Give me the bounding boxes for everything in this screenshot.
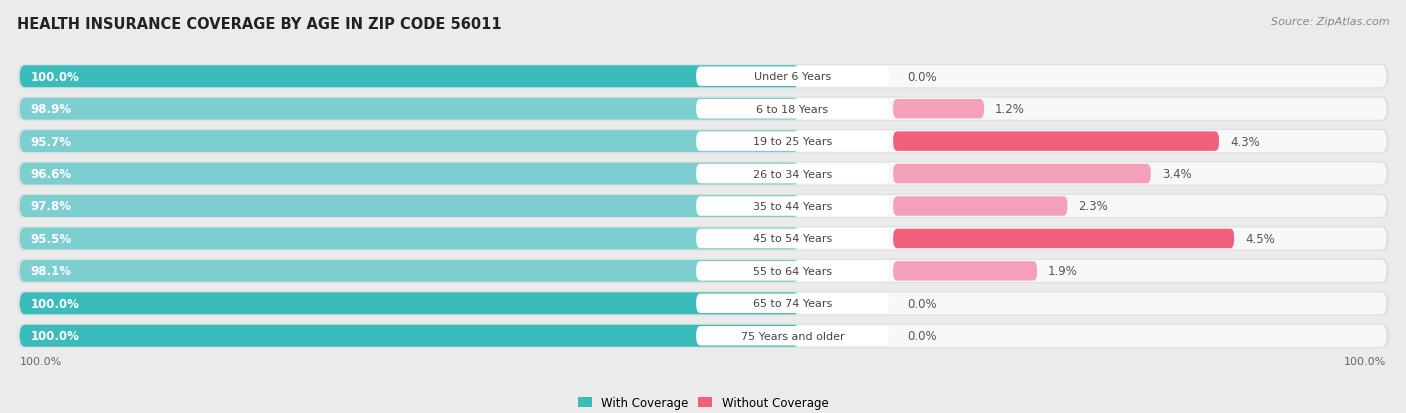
- FancyBboxPatch shape: [20, 131, 1386, 153]
- Text: 98.9%: 98.9%: [31, 103, 72, 116]
- Text: Under 6 Years: Under 6 Years: [754, 72, 831, 82]
- Text: 100.0%: 100.0%: [31, 330, 80, 342]
- Text: 100.0%: 100.0%: [20, 356, 62, 366]
- Text: 100.0%: 100.0%: [31, 297, 80, 310]
- FancyBboxPatch shape: [20, 228, 1386, 250]
- Text: 65 to 74 Years: 65 to 74 Years: [754, 299, 832, 309]
- FancyBboxPatch shape: [20, 292, 1386, 315]
- Text: 26 to 34 Years: 26 to 34 Years: [754, 169, 832, 179]
- FancyBboxPatch shape: [20, 260, 800, 282]
- Text: 98.1%: 98.1%: [31, 265, 72, 278]
- Text: 4.5%: 4.5%: [1246, 233, 1275, 245]
- FancyBboxPatch shape: [696, 326, 889, 346]
- FancyBboxPatch shape: [17, 324, 1389, 348]
- FancyBboxPatch shape: [893, 100, 984, 119]
- FancyBboxPatch shape: [17, 227, 1389, 251]
- FancyBboxPatch shape: [17, 291, 1389, 316]
- Text: 4.3%: 4.3%: [1230, 135, 1260, 148]
- Text: 55 to 64 Years: 55 to 64 Years: [754, 266, 832, 276]
- FancyBboxPatch shape: [696, 100, 889, 119]
- FancyBboxPatch shape: [20, 260, 1386, 282]
- FancyBboxPatch shape: [17, 97, 1389, 122]
- FancyBboxPatch shape: [20, 98, 800, 121]
- Text: 96.6%: 96.6%: [31, 168, 72, 180]
- Text: 1.9%: 1.9%: [1047, 265, 1078, 278]
- FancyBboxPatch shape: [893, 132, 1219, 152]
- FancyBboxPatch shape: [17, 162, 1389, 186]
- FancyBboxPatch shape: [17, 65, 1389, 89]
- Text: 100.0%: 100.0%: [1344, 356, 1386, 366]
- Text: 19 to 25 Years: 19 to 25 Years: [754, 137, 832, 147]
- FancyBboxPatch shape: [20, 131, 800, 153]
- FancyBboxPatch shape: [20, 66, 1386, 88]
- Text: 3.4%: 3.4%: [1161, 168, 1191, 180]
- Text: 6 to 18 Years: 6 to 18 Years: [756, 104, 828, 114]
- FancyBboxPatch shape: [893, 261, 1038, 281]
- Text: 1.2%: 1.2%: [995, 103, 1025, 116]
- FancyBboxPatch shape: [20, 228, 800, 250]
- Text: Source: ZipAtlas.com: Source: ZipAtlas.com: [1271, 17, 1389, 26]
- FancyBboxPatch shape: [696, 197, 889, 216]
- FancyBboxPatch shape: [20, 195, 1386, 218]
- FancyBboxPatch shape: [20, 66, 800, 88]
- FancyBboxPatch shape: [696, 294, 889, 313]
- FancyBboxPatch shape: [17, 259, 1389, 283]
- Text: 95.5%: 95.5%: [31, 233, 72, 245]
- Text: 97.8%: 97.8%: [31, 200, 72, 213]
- Text: 0.0%: 0.0%: [907, 71, 936, 83]
- FancyBboxPatch shape: [696, 229, 889, 249]
- FancyBboxPatch shape: [17, 194, 1389, 219]
- FancyBboxPatch shape: [20, 163, 1386, 185]
- FancyBboxPatch shape: [20, 325, 1386, 347]
- FancyBboxPatch shape: [696, 132, 889, 152]
- FancyBboxPatch shape: [696, 164, 889, 184]
- FancyBboxPatch shape: [893, 197, 1067, 216]
- FancyBboxPatch shape: [20, 163, 800, 185]
- Text: 95.7%: 95.7%: [31, 135, 72, 148]
- FancyBboxPatch shape: [20, 98, 1386, 121]
- FancyBboxPatch shape: [20, 325, 800, 347]
- Text: 0.0%: 0.0%: [907, 297, 936, 310]
- FancyBboxPatch shape: [20, 292, 800, 315]
- Text: 75 Years and older: 75 Years and older: [741, 331, 845, 341]
- Text: 0.0%: 0.0%: [907, 330, 936, 342]
- Text: 2.3%: 2.3%: [1078, 200, 1108, 213]
- FancyBboxPatch shape: [696, 261, 889, 281]
- Text: 45 to 54 Years: 45 to 54 Years: [754, 234, 832, 244]
- FancyBboxPatch shape: [696, 67, 889, 87]
- Text: HEALTH INSURANCE COVERAGE BY AGE IN ZIP CODE 56011: HEALTH INSURANCE COVERAGE BY AGE IN ZIP …: [17, 17, 502, 31]
- FancyBboxPatch shape: [20, 195, 800, 218]
- FancyBboxPatch shape: [893, 229, 1234, 249]
- Text: 35 to 44 Years: 35 to 44 Years: [754, 202, 832, 211]
- FancyBboxPatch shape: [893, 164, 1152, 184]
- Legend: With Coverage, Without Coverage: With Coverage, Without Coverage: [572, 392, 834, 413]
- FancyBboxPatch shape: [17, 130, 1389, 154]
- Text: 100.0%: 100.0%: [31, 71, 80, 83]
